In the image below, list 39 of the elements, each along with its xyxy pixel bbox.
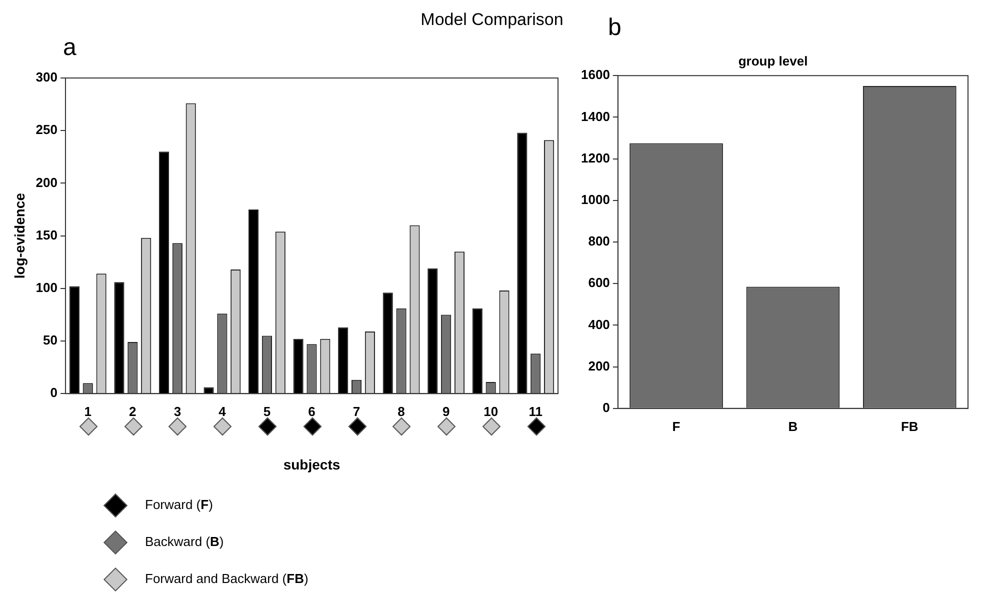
x-tick-label: 2 (129, 404, 136, 419)
x-tick-label: 6 (308, 404, 316, 419)
text: a (63, 34, 76, 62)
x-tick-label: 4 (218, 404, 227, 419)
x-axis-title: subjects (283, 456, 340, 472)
legend-label: Forward and Backward (FB) (145, 571, 308, 586)
x-tick-label: F (672, 418, 680, 434)
legend-label: Forward (F) (145, 497, 213, 512)
x-tick-label: 7 (352, 404, 360, 419)
x-tick-label: B (788, 418, 798, 434)
y-tick-label: 1000 (581, 192, 610, 207)
legend-label: Backward (B) (145, 534, 224, 549)
text: b (608, 14, 622, 42)
y-tick-label: 50 (43, 332, 58, 348)
y-tick-label: 200 (36, 174, 58, 190)
x-tick-label: 1 (84, 404, 92, 419)
y-tick-label: 100 (36, 280, 58, 295)
y-tick-label: 0 (50, 385, 58, 400)
x-tick-label: 11 (528, 404, 542, 419)
y-tick-label: 1600 (581, 67, 610, 82)
x-tick-label: 8 (398, 404, 405, 419)
y-tick-label: 400 (588, 316, 610, 332)
y-axis-title: log-evidence (11, 192, 28, 279)
x-tick-label: 10 (484, 404, 498, 419)
x-tick-label: FB (900, 418, 918, 434)
y-tick-label: 0 (602, 400, 610, 415)
y-tick-label: 250 (36, 122, 58, 138)
y-tick-label: 600 (588, 275, 610, 290)
chart-title: Model Comparison (420, 10, 564, 29)
x-tick-label: 5 (263, 404, 271, 419)
y-tick-label: 1200 (581, 150, 610, 166)
y-tick-label: 300 (36, 70, 58, 85)
y-tick-label: 800 (588, 234, 610, 249)
y-tick-label: 200 (588, 358, 610, 374)
y-tick-label: 1400 (581, 108, 610, 124)
chart-title: group level (738, 53, 808, 68)
x-tick-label: 3 (174, 404, 182, 419)
x-tick-label: 9 (442, 404, 450, 419)
y-tick-label: 150 (36, 227, 58, 242)
